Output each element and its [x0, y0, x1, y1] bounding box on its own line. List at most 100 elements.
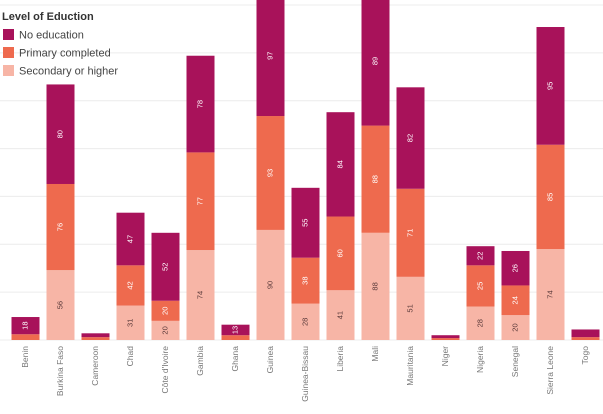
- data-label: 20: [160, 307, 169, 315]
- bar-segment: [81, 337, 110, 340]
- bar-segment: [151, 320, 180, 340]
- x-tick-label: Nigeria: [475, 346, 485, 373]
- data-label: 80: [55, 130, 64, 138]
- legend-title: Level of Eduction: [2, 11, 94, 23]
- x-tick-label: Niger: [440, 346, 450, 366]
- bar-segment: [46, 84, 75, 184]
- bar-segment: [431, 338, 460, 340]
- bar-segment: [186, 55, 215, 153]
- bar-segment: [186, 250, 215, 340]
- x-tick-label: Chad: [125, 346, 135, 367]
- x-tick-label: Burkina Faso: [55, 346, 65, 396]
- bar-segment: [466, 246, 495, 266]
- data-label: 20: [510, 323, 519, 331]
- data-label: 38: [300, 276, 309, 284]
- data-label: 71: [405, 229, 414, 237]
- data-label: 20: [160, 326, 169, 334]
- bar-segment: [361, 125, 390, 233]
- data-label: 77: [195, 197, 204, 205]
- data-label: 84: [335, 160, 344, 168]
- bar-segment: [291, 303, 320, 340]
- data-label: 28: [475, 319, 484, 327]
- bar-segment: [81, 333, 110, 338]
- data-label: 52: [160, 263, 169, 271]
- bar-segment: [361, 0, 390, 126]
- bars: 18 56 76 80 31 42 47 20 20 52 74 77 78 13 90 93 97 28 38 55…: [11, 0, 600, 340]
- data-label: 88: [370, 175, 379, 183]
- data-label: 85: [545, 193, 554, 201]
- data-label: 90: [265, 281, 274, 289]
- x-tick-label: Togo: [580, 346, 590, 365]
- bar-segment: [501, 250, 530, 286]
- legend-swatch: [3, 29, 14, 40]
- bar-segment: [396, 188, 425, 277]
- data-label: 74: [195, 291, 204, 299]
- data-label: 97: [265, 52, 274, 60]
- data-label: 55: [300, 219, 309, 227]
- data-label: 22: [475, 252, 484, 260]
- bar-segment: [186, 152, 215, 251]
- x-tick-label: Côte d'Ivoire: [160, 346, 170, 394]
- bar-segment: [256, 229, 285, 340]
- bar-segment: [46, 270, 75, 340]
- legend: Level of Eduction No education Primary com…: [2, 11, 118, 78]
- data-label: 28: [300, 318, 309, 326]
- x-axis-labels: Benin Burkina Faso Cameroon Chad Côte d'Ivoi…: [20, 346, 590, 402]
- data-label: 42: [125, 281, 134, 289]
- data-label: 26: [510, 264, 519, 272]
- bar-segment: [326, 112, 355, 217]
- bar-segment: [466, 265, 495, 307]
- data-label: 51: [405, 304, 414, 312]
- bar-segment: [221, 324, 250, 336]
- bar-segment: [361, 232, 390, 340]
- bar-segment: [396, 276, 425, 340]
- x-tick-label: Mauritania: [405, 346, 415, 386]
- bar-segment: [501, 315, 530, 340]
- data-label: 95: [545, 82, 554, 90]
- bar-segment: [116, 212, 145, 266]
- bar-segment: [536, 144, 565, 250]
- data-label: 13: [230, 326, 239, 334]
- legend-item-label: Secondary or higher: [19, 66, 118, 78]
- x-tick-label: Mali: [370, 346, 380, 362]
- data-label: 78: [195, 100, 204, 108]
- bar-segment: [11, 317, 40, 335]
- bar-segment: [11, 334, 40, 340]
- bar-segment: [151, 232, 180, 301]
- data-label: 41: [335, 311, 344, 319]
- data-label: 88: [370, 282, 379, 290]
- bar-segment: [256, 0, 285, 117]
- data-label: 76: [55, 223, 64, 231]
- bar-segment: [291, 257, 320, 304]
- bar-segment: [291, 187, 320, 258]
- bar-segment: [326, 216, 355, 291]
- x-tick-label: Ghana: [230, 346, 240, 372]
- x-tick-label: Senegal: [510, 346, 520, 377]
- bar-segment: [116, 305, 145, 340]
- bar-segment: [571, 337, 600, 340]
- bar-segment: [536, 27, 565, 145]
- bar-segment: [256, 116, 285, 230]
- x-tick-label: Cameroon: [90, 346, 100, 386]
- bar-segment: [46, 183, 75, 271]
- data-label: 31: [125, 319, 134, 327]
- data-label: 93: [265, 169, 274, 177]
- bar-segment: [116, 265, 145, 306]
- data-label: 25: [475, 282, 484, 290]
- x-tick-label: Liberia: [335, 346, 345, 372]
- legend-swatch: [3, 65, 14, 76]
- data-label: 24: [510, 296, 519, 304]
- bar-segment: [151, 300, 180, 321]
- bar-segment: [571, 329, 600, 338]
- data-label: 47: [125, 235, 134, 243]
- x-tick-label: Gambia: [195, 346, 205, 376]
- data-label: 56: [55, 301, 64, 309]
- bar-segment: [536, 249, 565, 340]
- bar-segment: [466, 306, 495, 340]
- legend-item-label: No education: [19, 30, 84, 42]
- legend-swatch: [3, 47, 14, 58]
- x-tick-label: Guinea-Bissau: [300, 346, 310, 402]
- data-label: 74: [545, 290, 554, 298]
